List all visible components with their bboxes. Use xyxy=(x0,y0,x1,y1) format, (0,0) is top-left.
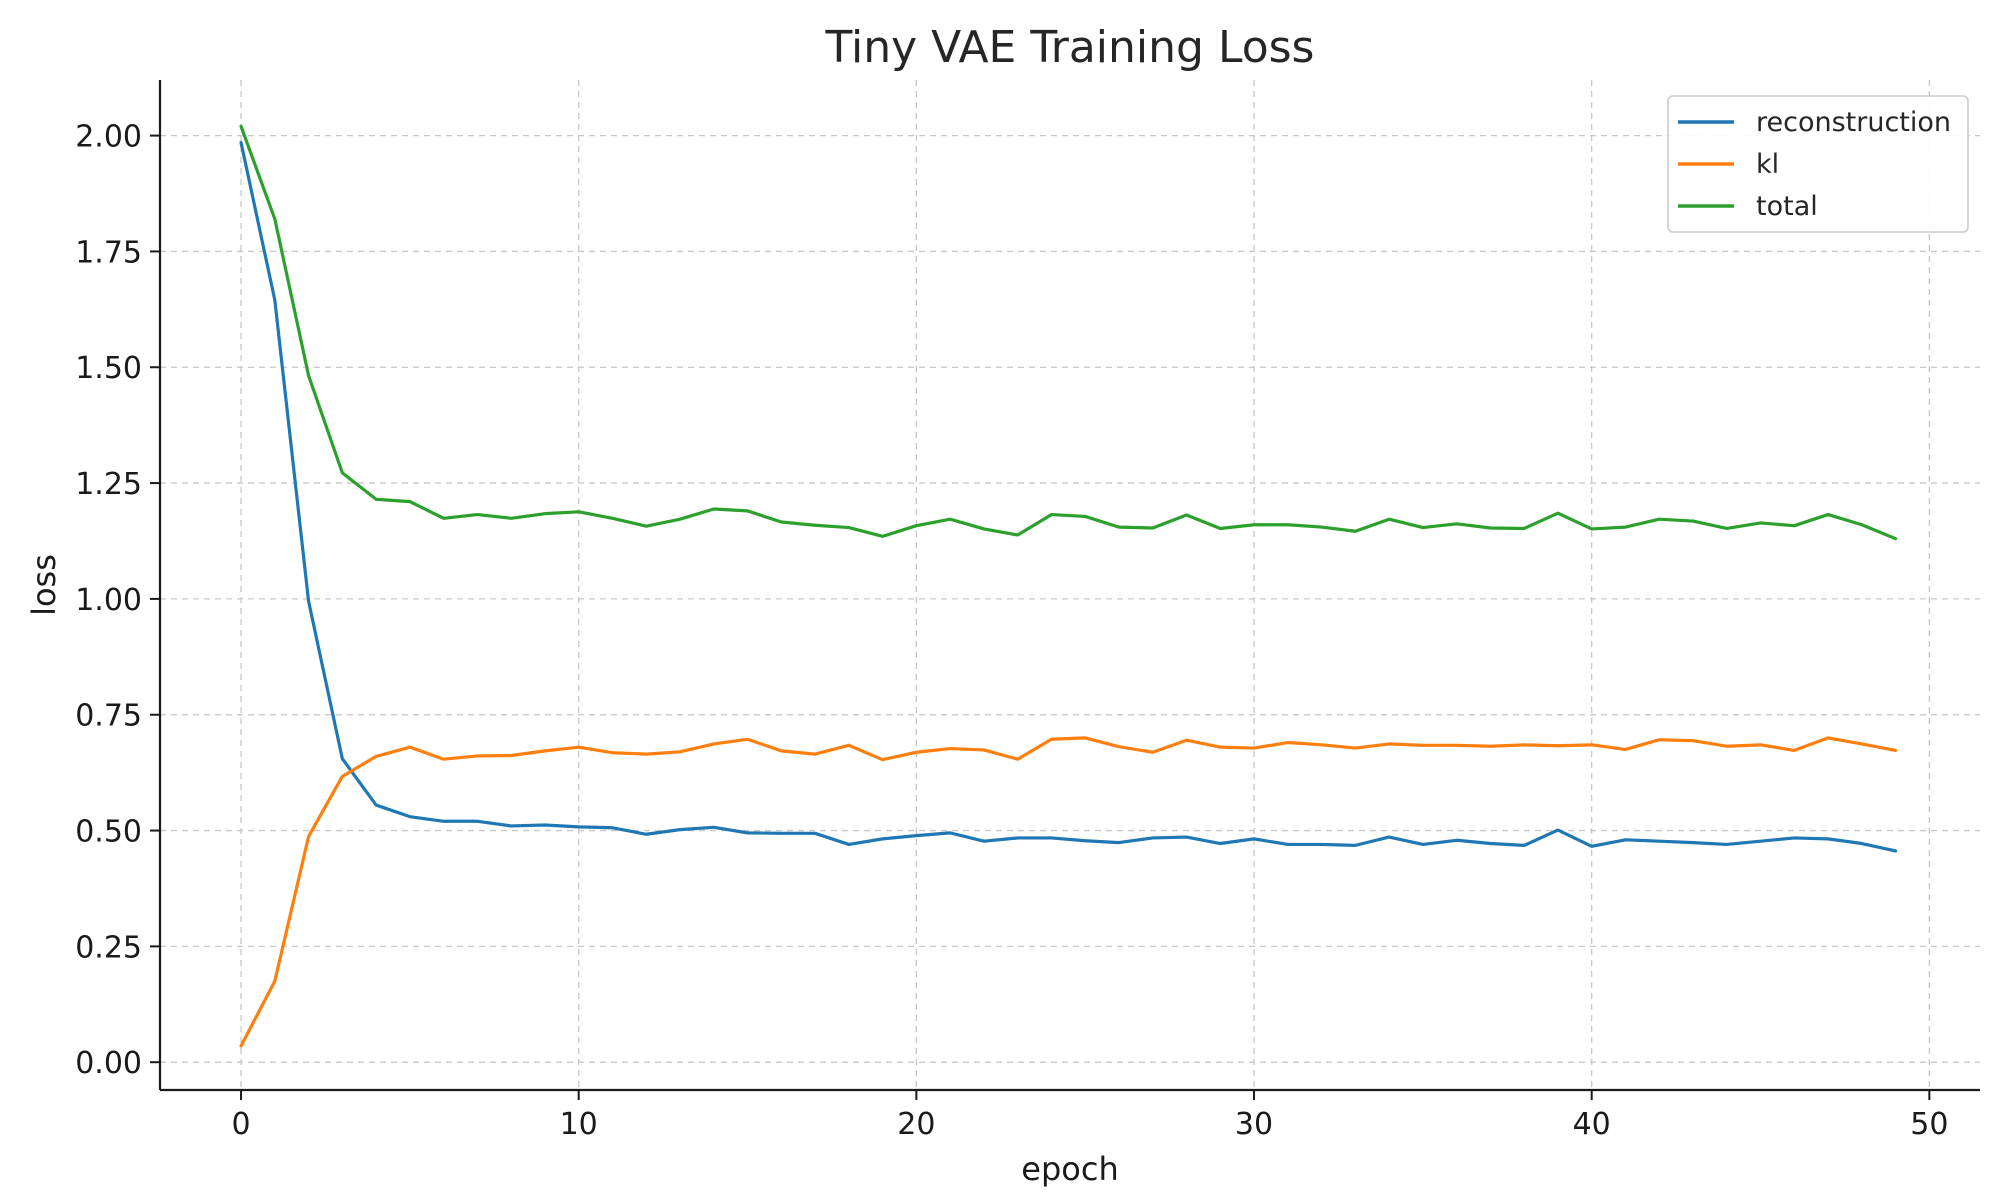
chart-title: Tiny VAE Training Loss xyxy=(825,22,1315,73)
legend: reconstruction kl total xyxy=(1667,95,1969,233)
series-line-reconstruction xyxy=(239,140,1898,853)
series-line-total xyxy=(239,124,1898,541)
y-tick-label: 0.50 xyxy=(75,815,142,850)
grid xyxy=(160,80,1980,1090)
axes-spines xyxy=(158,80,1980,1092)
x-axis-label: epoch xyxy=(1021,1150,1118,1188)
y-tick-label: 1.75 xyxy=(75,235,142,270)
legend-label-reconstruction: reconstruction xyxy=(1756,107,1951,138)
x-tick-label: 30 xyxy=(1235,1107,1273,1142)
y-tick-label: 1.00 xyxy=(75,583,142,618)
y-tick-label: 0.75 xyxy=(75,699,142,734)
x-tick-label: 50 xyxy=(1910,1107,1948,1142)
x-tick-label: 20 xyxy=(897,1107,935,1142)
series-layer xyxy=(239,124,1898,1048)
x-tick-label: 40 xyxy=(1573,1107,1611,1142)
x-tick-label: 10 xyxy=(560,1107,598,1142)
legend-box xyxy=(1667,95,1969,233)
legend-label-kl: kl xyxy=(1756,149,1779,180)
axis-ticks: 0 10 20 30 40 50 0.00 0.25 0.50 0.75 1.00 1.25 1.50 1… xyxy=(75,120,1948,1142)
y-axis-label: loss xyxy=(25,554,63,616)
y-tick-label: 1.50 xyxy=(75,351,142,386)
y-tick-label: 0.25 xyxy=(75,930,142,965)
y-tick-label: 0.00 xyxy=(75,1046,142,1081)
x-tick-label: 0 xyxy=(231,1107,250,1142)
y-tick-label: 2.00 xyxy=(75,120,142,155)
legend-label-total: total xyxy=(1756,191,1818,222)
y-tick-label: 1.25 xyxy=(75,467,142,502)
series-line-kl xyxy=(239,736,1898,1048)
